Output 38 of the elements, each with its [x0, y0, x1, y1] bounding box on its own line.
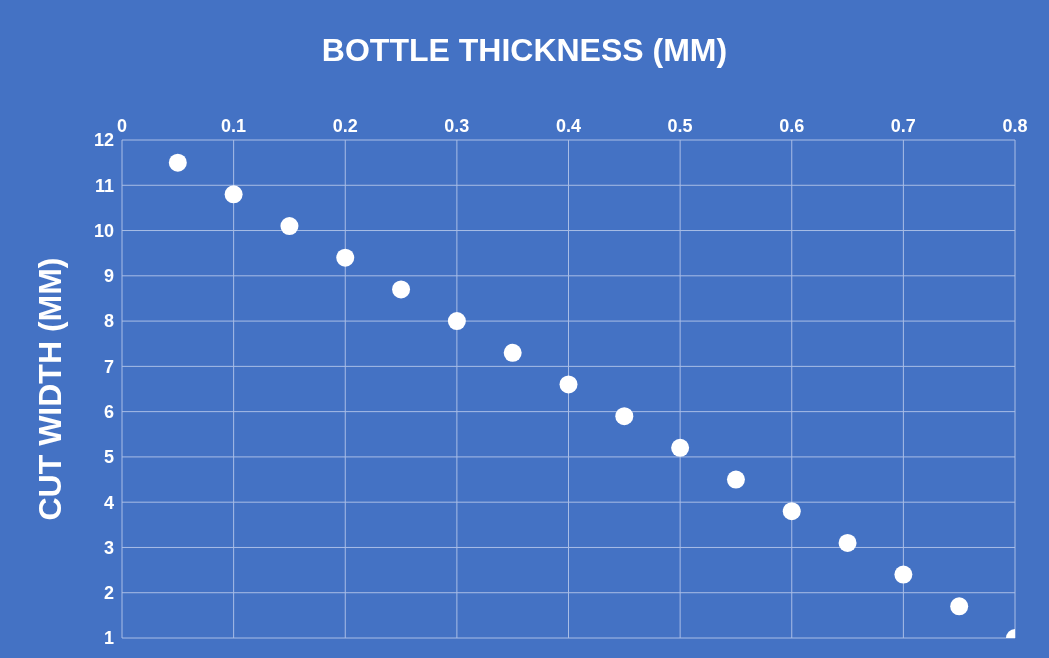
- y-tick-label: 10: [93, 220, 114, 241]
- y-tick-label: 3: [103, 537, 114, 558]
- x-tick-label: 0.8: [1002, 116, 1028, 136]
- point: [950, 597, 969, 616]
- y-tick-label: 12: [93, 130, 114, 151]
- y-tick-label: 6: [103, 402, 114, 423]
- point: [224, 185, 243, 204]
- point: [894, 565, 913, 584]
- x-tick-label: 0.6: [779, 116, 805, 136]
- point: [336, 248, 355, 267]
- x-tick-label: 0.7: [890, 116, 916, 136]
- point: [392, 280, 411, 299]
- x-tick-label: 0.1: [221, 116, 247, 136]
- x-tick-label: 0.2: [332, 116, 358, 136]
- y-tick-label: 1: [103, 628, 114, 649]
- point: [280, 217, 299, 236]
- point: [559, 375, 578, 394]
- x-tick-label: 0.3: [444, 116, 470, 136]
- point: [782, 502, 801, 521]
- x-tick-label: 0.4: [555, 116, 582, 136]
- point: [447, 312, 466, 331]
- point: [615, 407, 634, 426]
- point: [503, 343, 522, 362]
- x-tick-label: 0: [116, 116, 128, 136]
- x-axis-title: BOTTLE THICKNESS (MM): [320, 32, 729, 69]
- point: [168, 153, 187, 172]
- y-tick-label: 11: [94, 175, 114, 196]
- y-tick-label: 4: [103, 492, 114, 513]
- point: [671, 438, 690, 457]
- point: [726, 470, 745, 489]
- y-axis-title: CUT WIDTH (MM): [32, 257, 69, 521]
- y-tick-label: 7: [103, 356, 114, 377]
- y-tick-label: 5: [103, 447, 114, 468]
- y-tick-label: 2: [103, 583, 114, 604]
- y-tick-label: 8: [103, 311, 114, 332]
- point: [838, 533, 857, 552]
- x-tick-label: 0.5: [667, 116, 693, 136]
- y-tick-label: 9: [103, 266, 114, 287]
